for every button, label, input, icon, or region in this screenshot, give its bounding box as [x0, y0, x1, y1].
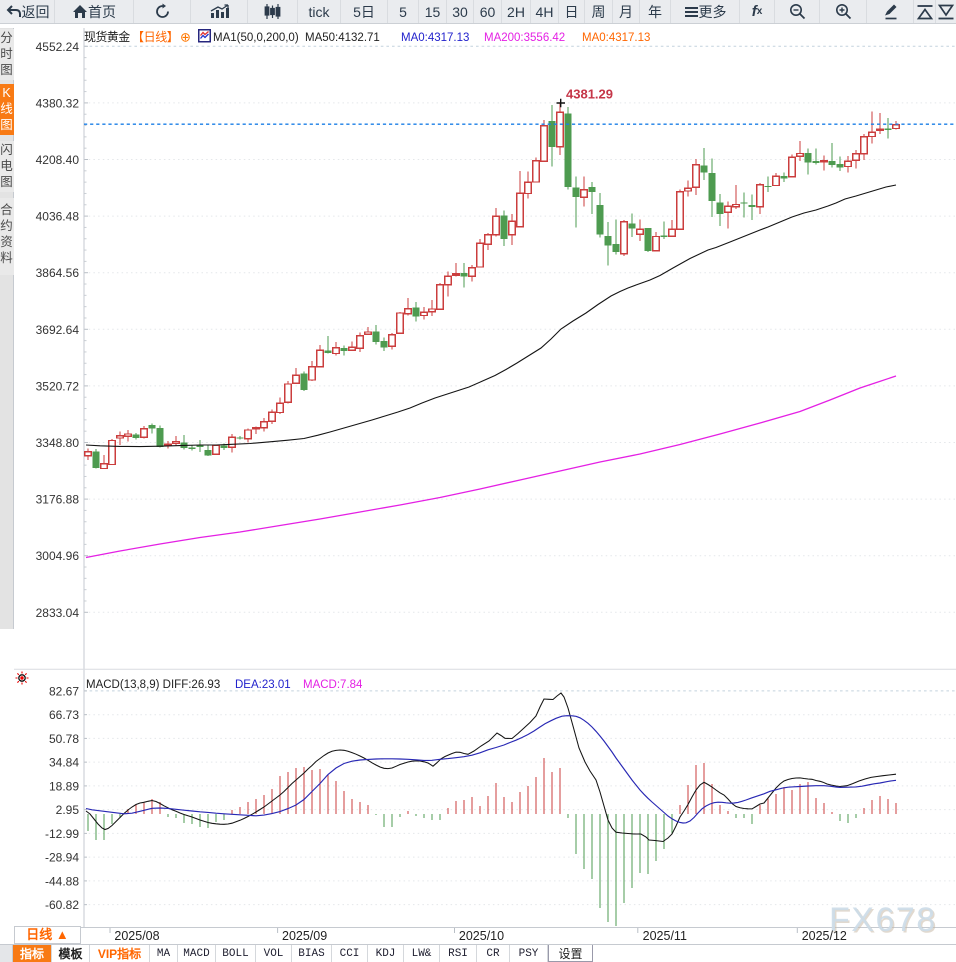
svg-text:MA50:4132.71: MA50:4132.71 [305, 32, 380, 44]
svg-text:2.95: 2.95 [56, 803, 80, 817]
svg-text:2025/10: 2025/10 [459, 929, 504, 943]
svg-text:2025/09: 2025/09 [282, 929, 327, 943]
svg-text:3692.64: 3692.64 [36, 323, 80, 337]
svg-text:-44.88: -44.88 [45, 874, 79, 888]
svg-text:-60.82: -60.82 [45, 898, 79, 912]
svg-text:4380.32: 4380.32 [36, 96, 80, 110]
svg-text:-12.99: -12.99 [45, 827, 79, 841]
svg-text:66.73: 66.73 [49, 708, 79, 722]
svg-text:2833.04: 2833.04 [36, 606, 80, 620]
svg-text:FX678: FX678 [831, 903, 939, 941]
svg-text:⊕: ⊕ [180, 30, 191, 45]
svg-text:3864.56: 3864.56 [36, 266, 80, 280]
svg-text:4036.48: 4036.48 [36, 210, 80, 224]
svg-text:3348.80: 3348.80 [36, 436, 80, 450]
svg-text:18.89: 18.89 [49, 779, 79, 793]
svg-text:MA200:3556.42: MA200:3556.42 [484, 32, 565, 44]
svg-text:3520.72: 3520.72 [36, 379, 80, 393]
svg-text:2025/11: 2025/11 [643, 929, 687, 943]
svg-text:82.67: 82.67 [49, 684, 79, 698]
svg-text:-28.94: -28.94 [45, 851, 79, 865]
svg-text:【日线】: 【日线】 [132, 30, 178, 44]
svg-text:MA0:4317.13: MA0:4317.13 [582, 32, 650, 44]
svg-text:MACD(13,8,9) DIFF:26.93: MACD(13,8,9) DIFF:26.93 [86, 679, 220, 691]
svg-text:FX678: FX678 [829, 901, 937, 939]
svg-text:2025/12: 2025/12 [802, 929, 847, 943]
svg-text:DEA:23.01: DEA:23.01 [235, 679, 291, 691]
svg-text:34.84: 34.84 [49, 756, 79, 770]
svg-text:现货黄金: 现货黄金 [84, 29, 130, 44]
svg-text:4208.40: 4208.40 [36, 153, 80, 167]
svg-text:3176.88: 3176.88 [36, 493, 80, 507]
svg-text:MACD:7.84: MACD:7.84 [303, 679, 363, 691]
svg-text:50.78: 50.78 [49, 732, 79, 746]
svg-text:MA0:4317.13: MA0:4317.13 [401, 32, 469, 44]
svg-text:3004.96: 3004.96 [36, 549, 80, 563]
svg-text:MA1(50,0,200,0): MA1(50,0,200,0) [213, 32, 299, 44]
svg-text:2025/08: 2025/08 [114, 929, 159, 943]
svg-text:4552.24: 4552.24 [36, 40, 80, 54]
svg-text:4381.29: 4381.29 [566, 87, 613, 102]
